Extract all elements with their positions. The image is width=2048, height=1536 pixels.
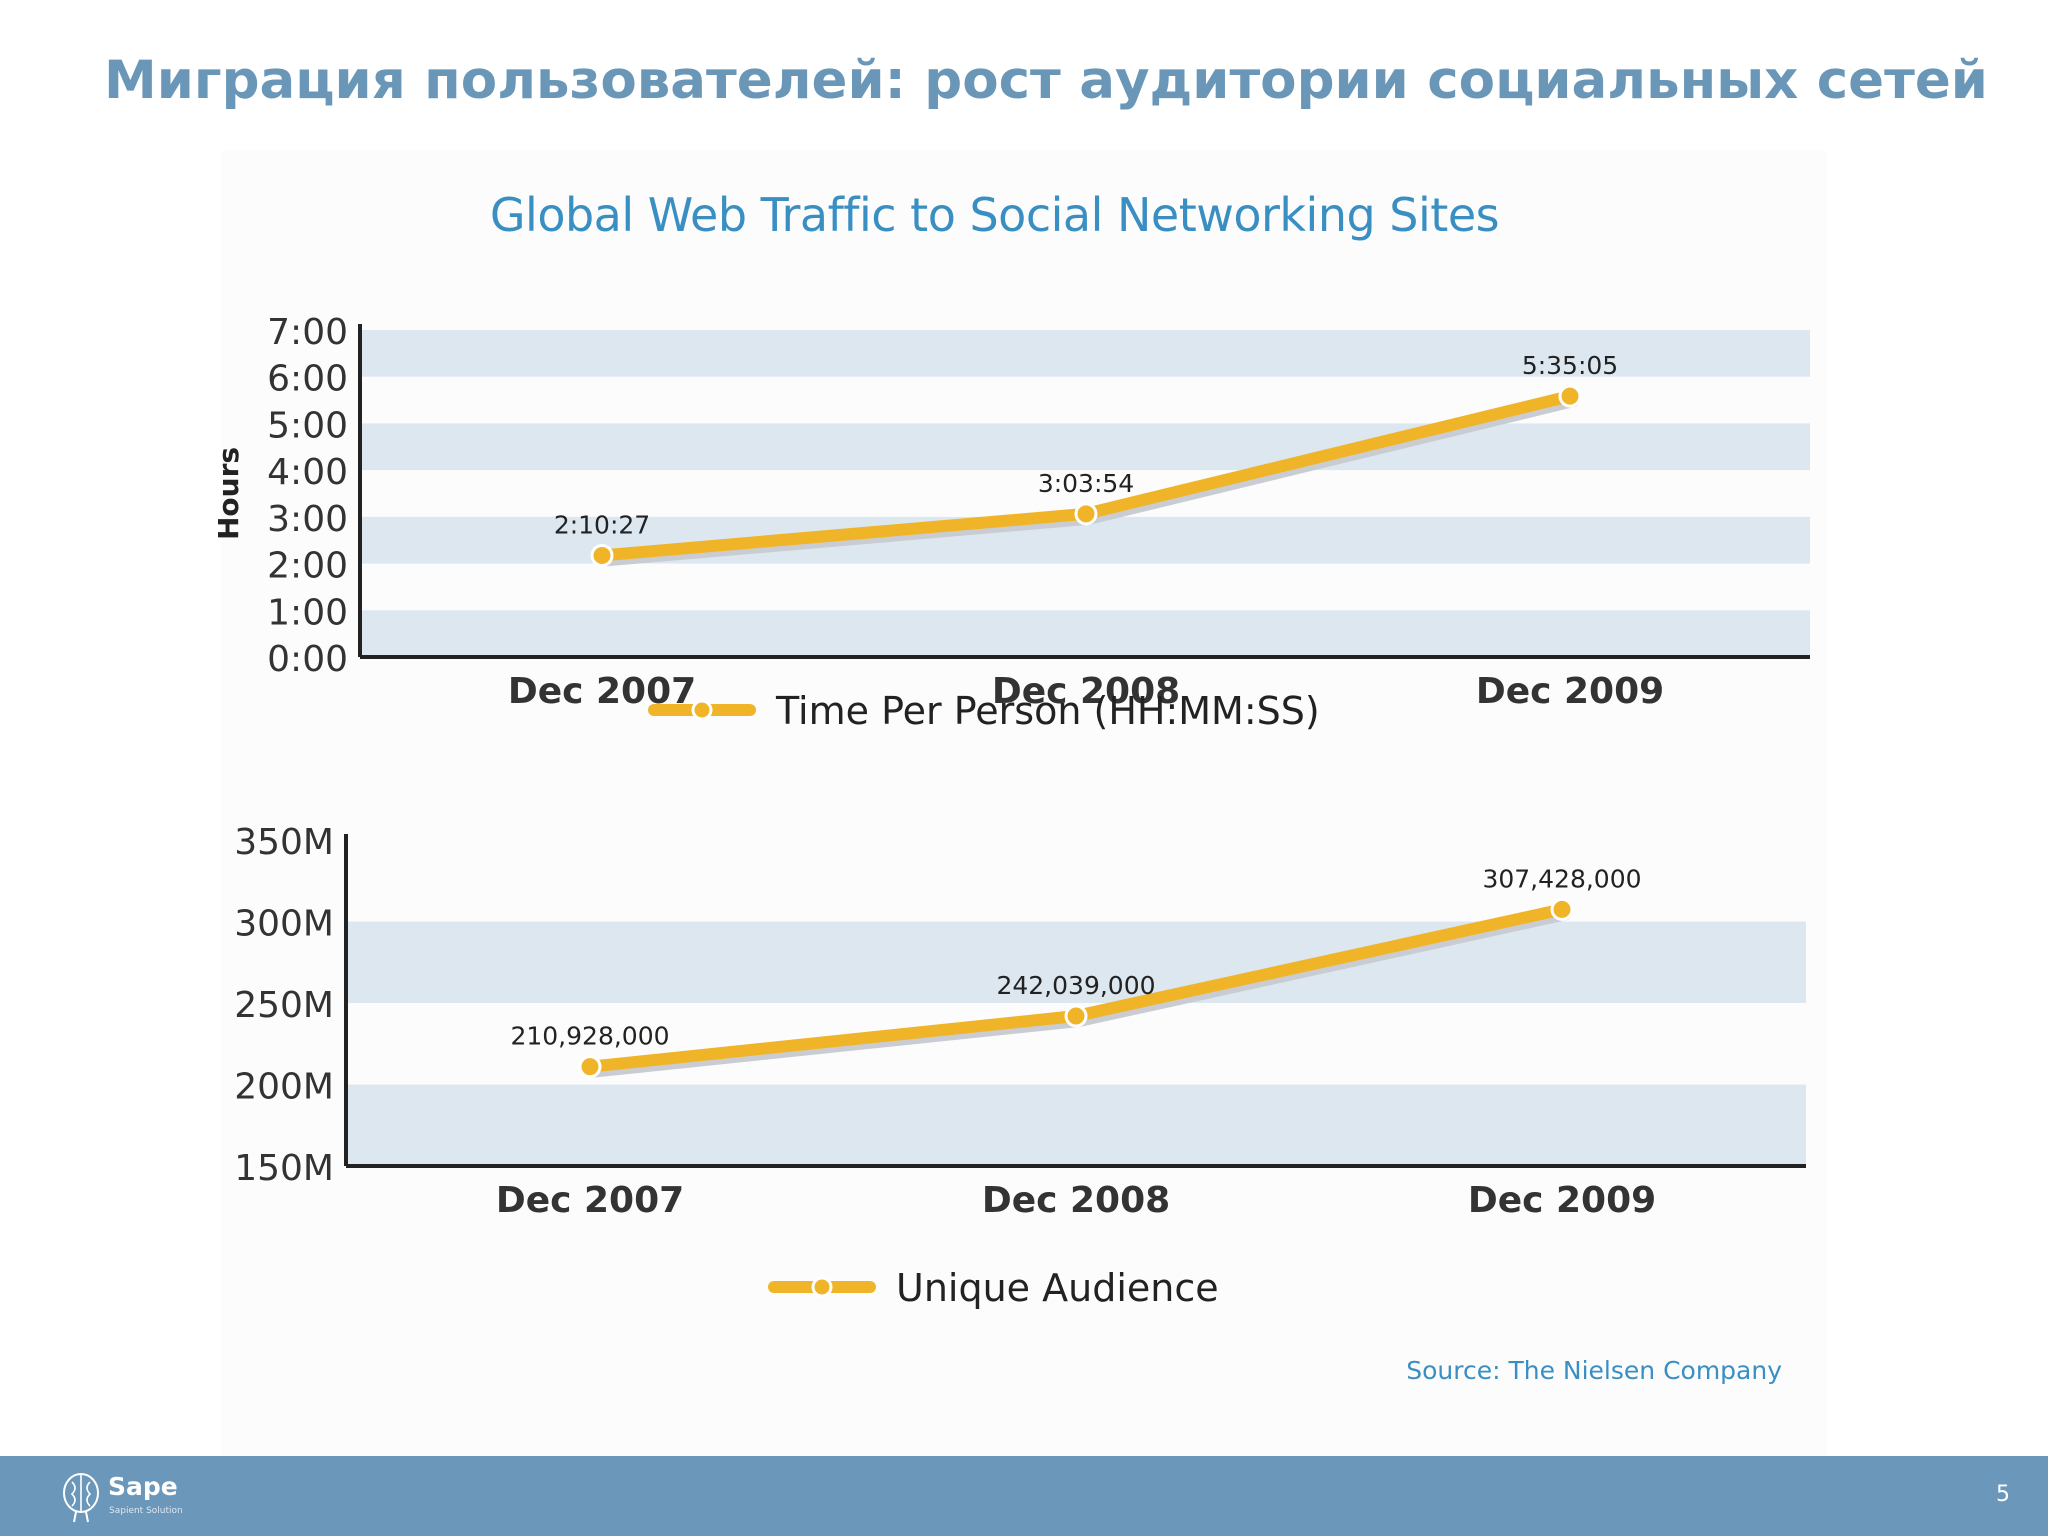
- data-label: 210,928,000: [510, 1022, 669, 1051]
- legend-label: Unique Audience: [896, 1266, 1219, 1310]
- grid-band: [360, 330, 1810, 377]
- data-label: 5:35:05: [1522, 351, 1618, 380]
- data-label: 2:10:27: [554, 510, 650, 539]
- data-point: [1558, 384, 1582, 408]
- legend-label: Time Per Person (HH:MM:SS): [775, 689, 1320, 733]
- y-tick-label: 6:00: [267, 359, 348, 400]
- data-point: [1074, 502, 1098, 526]
- data-point: [578, 1055, 602, 1079]
- y-tick-label: 5:00: [267, 405, 348, 446]
- legend-swatch-marker: [691, 699, 713, 721]
- y-tick-label: 0:00: [267, 639, 348, 680]
- x-tick-label: Dec 2009: [1468, 1180, 1656, 1221]
- y-tick-label: 150M: [234, 1148, 334, 1189]
- unique-audience-chart: 150M 200M 250M 300M 350M Dec 2007 Dec 2008 Dec …: [234, 822, 1806, 1310]
- data-label: 3:03:54: [1038, 469, 1134, 498]
- x-tick-label: Dec 2008: [992, 671, 1180, 712]
- y-tick-label: 250M: [234, 985, 334, 1026]
- footer-bar: Sape Sapient Solution 5: [0, 1456, 2048, 1536]
- x-tick-label: Dec 2009: [1476, 671, 1664, 712]
- y-tick-label: 2:00: [267, 546, 348, 587]
- grid-band: [346, 1084, 1806, 1166]
- figure-title: Global Web Traffic to Social Networking …: [489, 188, 1500, 242]
- data-point: [590, 543, 614, 567]
- y-tick-label: 4:00: [267, 452, 348, 493]
- y-tick-label: 3:00: [267, 499, 348, 540]
- source-note: Source: The Nielsen Company: [1406, 1356, 1782, 1385]
- data-label: 242,039,000: [996, 971, 1155, 1000]
- grid-band: [360, 423, 1810, 471]
- brand-name: Sape: [108, 1472, 178, 1501]
- brain-logo-icon: [63, 1473, 99, 1523]
- chart-figure: Global Web Traffic to Social Networking …: [212, 150, 1826, 1456]
- y-tick-label: 350M: [234, 822, 334, 863]
- y-tick-label: 7:00: [267, 312, 348, 353]
- grid-band: [346, 921, 1806, 1003]
- time-per-person-chart: 0:00 1:00 2:00 3:00 4:00 5:00 6:00 7:00 Hours Dec…: [212, 312, 1810, 733]
- data-point: [1064, 1004, 1088, 1028]
- x-tick-label: Dec 2008: [982, 1180, 1170, 1221]
- y-tick-label: 300M: [234, 904, 334, 945]
- y-tick-label: 1:00: [267, 592, 348, 633]
- y-axis-title: Hours: [212, 447, 245, 540]
- grid-band: [360, 610, 1810, 657]
- brand-tagline: Sapient Solution: [109, 1506, 183, 1516]
- data-label: 307,428,000: [1482, 864, 1641, 893]
- data-point: [1550, 897, 1574, 921]
- y-tick-label: 200M: [234, 1067, 334, 1108]
- page-number: 5: [1996, 1482, 2010, 1507]
- legend-swatch-marker: [811, 1276, 833, 1298]
- x-tick-label: Dec 2007: [496, 1180, 684, 1221]
- slide-title: Миграция пользователей: рост аудитории с…: [104, 50, 1988, 111]
